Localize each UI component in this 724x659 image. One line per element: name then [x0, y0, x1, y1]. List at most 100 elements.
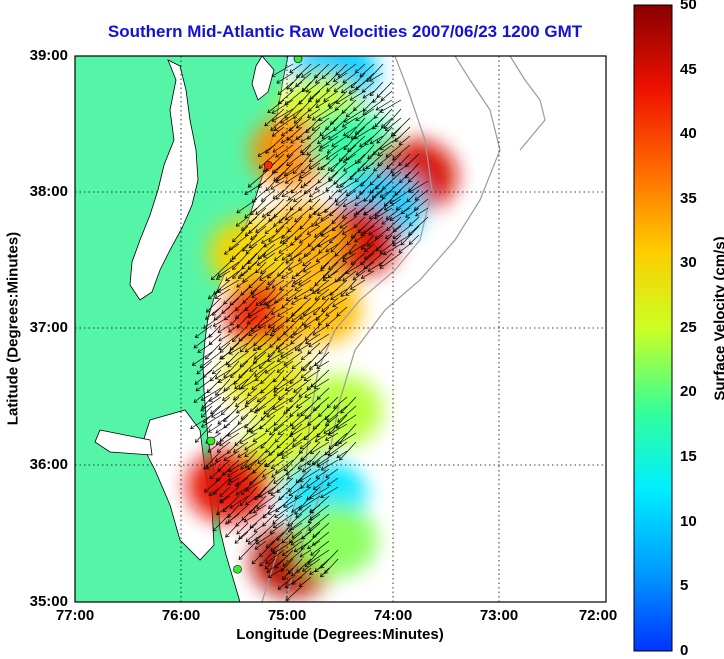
velocity-arrow	[311, 234, 330, 251]
velocity-arrow	[248, 414, 267, 432]
velocity-arrow-head	[324, 569, 329, 574]
velocity-arrow-head	[212, 322, 217, 327]
velocity-arrow	[203, 450, 222, 470]
velocity-arrow-head	[324, 208, 329, 213]
velocity-arrow	[264, 306, 276, 319]
velocity-arrow	[290, 423, 303, 435]
velocity-arrow-head	[276, 488, 281, 493]
velocity-arrow-head	[216, 510, 221, 515]
velocity-arrow-head	[284, 386, 289, 391]
velocity-arrow	[393, 225, 411, 240]
velocity-arrow	[266, 180, 276, 191]
y-tick-label: 39:00	[29, 47, 68, 64]
velocity-arrow	[290, 513, 312, 530]
velocity-arrow	[322, 270, 339, 281]
velocity-arrow-head	[260, 269, 265, 274]
velocity-arrow-head	[375, 247, 380, 252]
velocity-arrow	[325, 468, 339, 478]
velocity-arrow	[310, 279, 321, 291]
velocity-arrow	[340, 396, 357, 414]
velocity-arrow	[201, 396, 213, 409]
velocity-arrow	[259, 549, 276, 567]
velocity-arrow	[315, 180, 330, 191]
velocity-arrow	[269, 522, 285, 534]
velocity-arrow	[232, 324, 249, 342]
velocity-arrow	[273, 513, 294, 528]
velocity-arrow-head	[221, 411, 226, 416]
velocity-arrow-head	[255, 540, 260, 545]
velocity-arrow	[225, 513, 240, 525]
velocity-arrow	[341, 81, 357, 93]
velocity-arrow-head	[194, 380, 199, 385]
velocity-arrow	[273, 540, 294, 554]
velocity-arrow-head	[255, 301, 260, 306]
velocity-arrow-head	[354, 130, 360, 135]
velocity-arrow-head	[329, 291, 334, 296]
velocity-arrow	[193, 387, 213, 403]
velocity-arrow-head	[288, 539, 293, 544]
velocity-arrow-head	[314, 438, 319, 443]
velocity-arrow	[294, 486, 312, 499]
velocity-arrow	[319, 342, 330, 354]
velocity-arrow	[266, 297, 285, 309]
velocity-arrow	[303, 297, 321, 316]
velocity-arrow	[257, 144, 276, 157]
velocity-arrow	[363, 99, 375, 112]
velocity-arrow	[203, 315, 222, 329]
velocity-arrow	[257, 333, 276, 350]
velocity-arrow-head	[306, 230, 311, 235]
velocity-arrow-head	[316, 289, 321, 294]
velocity-arrow-head	[248, 332, 253, 336]
velocity-arrow-head	[318, 249, 323, 254]
velocity-arrow-head	[236, 209, 241, 214]
velocity-arrow-head	[390, 132, 396, 137]
velocity-arrow-head	[271, 132, 277, 137]
velocity-arrow-head	[372, 125, 377, 130]
velocity-arrow	[367, 261, 384, 272]
velocity-arrow-head	[320, 267, 325, 272]
velocity-arrow	[253, 504, 267, 514]
velocity-arrow-head	[314, 296, 319, 301]
velocity-arrow	[381, 90, 393, 101]
velocity-arrow	[340, 279, 357, 297]
velocity-arrow-head	[278, 496, 283, 501]
velocity-arrow	[330, 288, 348, 300]
velocity-arrow-head	[341, 214, 347, 219]
velocity-arrow	[253, 342, 267, 351]
velocity-arrow	[273, 189, 285, 199]
velocity-arrow	[244, 207, 258, 219]
velocity-arrow-head	[270, 547, 275, 552]
velocity-arrow	[342, 270, 357, 282]
velocity-arrow	[249, 513, 267, 529]
velocity-arrow-head	[281, 274, 286, 279]
velocity-arrow	[320, 216, 339, 236]
velocity-arrow-head	[285, 596, 291, 601]
velocity-arrow	[228, 234, 249, 251]
velocity-arrow	[339, 216, 357, 229]
velocity-arrow-head	[307, 98, 313, 103]
velocity-arrow	[291, 297, 312, 316]
velocity-arrow	[213, 315, 231, 327]
velocity-arrow	[282, 549, 303, 567]
velocity-arrow-head	[409, 222, 414, 227]
velocity-arrow	[229, 333, 249, 351]
velocity-arrow-head	[271, 328, 277, 333]
velocity-arrow-head	[297, 257, 303, 262]
velocity-arrow-head	[383, 206, 389, 211]
velocity-arrow-head	[305, 340, 310, 344]
velocity-arrow-head	[267, 274, 272, 279]
colorbar-tick-label: 5	[680, 577, 689, 594]
velocity-arrow	[299, 549, 312, 558]
velocity-arrow	[194, 369, 213, 385]
velocity-arrow	[336, 414, 357, 429]
velocity-arrow	[362, 81, 375, 93]
velocity-arrow-head	[315, 258, 320, 262]
velocity-arrow-head	[336, 454, 341, 459]
velocity-arrow	[384, 198, 402, 211]
velocity-arrow	[286, 585, 303, 601]
velocity-arrow	[283, 405, 294, 415]
velocity-arrow	[289, 369, 303, 384]
velocity-arrow	[249, 468, 267, 485]
velocity-arrow-head	[214, 457, 220, 462]
velocity-arrow	[308, 153, 330, 169]
